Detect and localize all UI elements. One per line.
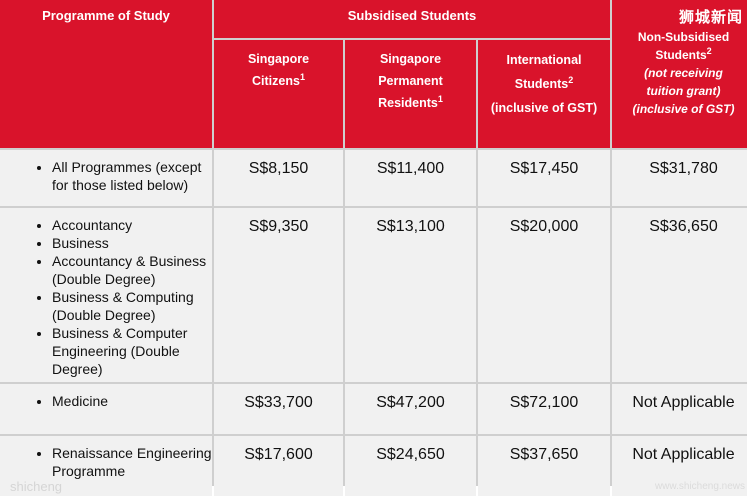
table-row-programme: All Programmes (except for those listed … [0,150,212,206]
header-subsidised-students: Subsidised Students [214,0,610,38]
fee-pr: S$11,400 [345,150,476,206]
fee-citizens: S$8,150 [214,150,343,206]
fee-pr: S$13,100 [345,208,476,382]
header-singapore-citizens: Singapore Citizens1 [214,40,343,148]
header-intl-line1: International [506,53,582,67]
fee-pr: S$47,200 [345,384,476,434]
fee-international: S$17,450 [478,150,610,206]
watermark-top: 狮城新闻 [678,8,743,26]
table-row-programme: Accountancy Business Accountancy & Busin… [0,208,212,382]
fee-citizens: S$33,700 [214,384,343,434]
fee-citizens: S$17,600 [214,436,343,496]
programme-list: Medicine [0,384,212,410]
list-item: Business [52,234,212,252]
table-row-programme: Renaissance Engineering Programme shiche… [0,436,212,496]
list-item: Business & Computing (Double Degree) [52,288,212,324]
header-pr-line3: Residents1 [378,93,443,110]
fee-pr: S$24,650 [345,436,476,496]
list-item: Renaissance Engineering Programme [52,444,212,480]
fee-non-subsidised: Not Applicable [632,446,735,463]
list-item: Accountancy [52,216,212,234]
fee-international: S$20,000 [478,208,610,382]
header-programme-label: Programme of Study [42,8,170,23]
fee-international: S$37,650 [478,436,610,496]
footnote-marker: 1 [299,71,305,82]
header-permanent-residents: Singapore Permanent Residents1 [345,40,476,148]
header-pr-line1: Singapore [379,52,442,66]
list-item: All Programmes (except for those listed … [52,158,212,194]
programme-list: Renaissance Engineering Programme [0,436,212,480]
header-non-subsidised: Non-Subsidised Students2 (not receiving … [612,0,747,148]
watermark-bottom-right: www.shicheng.news [654,481,745,492]
header-intl-line3: (inclusive of GST) [490,101,598,115]
header-non-line1: Non-Subsidised [637,30,730,44]
footnote-marker: 1 [437,93,443,104]
header-citizens-line2: Citizens1 [252,71,305,88]
programme-list: All Programmes (except for those listed … [0,150,212,194]
watermark-bottom-left: shicheng [10,479,63,494]
fees-table: Programme of Study Subsidised Students N… [0,0,747,486]
programme-list: Accountancy Business Accountancy & Busin… [0,208,212,378]
fee-citizens: S$9,350 [214,208,343,382]
header-non-line4: tuition grant) [646,84,721,98]
footnote-marker: 2 [568,74,574,85]
header-citizens-line1: Singapore [247,52,310,66]
header-subsidised-label: Subsidised Students [347,8,477,23]
header-pr-line2: Permanent [378,74,443,88]
header-international-students: International Students2 (inclusive of GS… [478,40,610,148]
fee-non-subsidised: S$31,780 [612,150,747,206]
header-non-line5: (inclusive of GST) [632,102,735,116]
list-item: Business & Computer Engineering (Double … [52,324,212,378]
header-programme-of-study: Programme of Study [0,0,212,148]
list-item: Medicine [52,392,212,410]
fee-non-subsidised: S$36,650 [612,208,747,382]
fee-international: S$72,100 [478,384,610,434]
fee-non-subsidised: Not Applicable [612,384,747,434]
header-intl-line2: Students2 [514,74,574,91]
fee-non-subsidised-cell: Not Applicable www.shicheng.news [612,436,747,496]
table-row-programme: Medicine [0,384,212,434]
list-item: Accountancy & Business (Double Degree) [52,252,212,288]
header-non-line2: Students2 [655,46,712,63]
header-non-line3: (not receiving [644,66,723,80]
footnote-marker: 2 [706,46,712,56]
